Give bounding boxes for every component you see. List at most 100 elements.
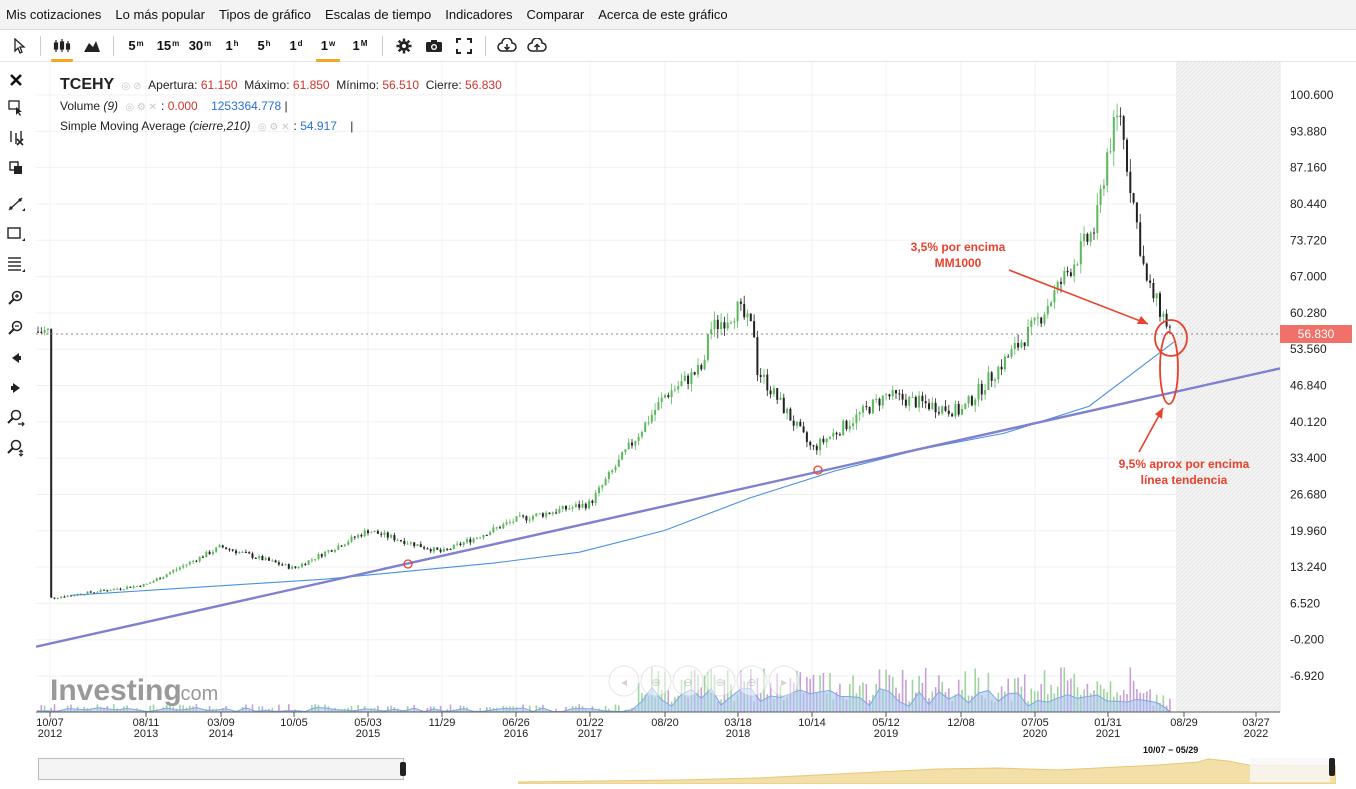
candle-body <box>492 527 495 533</box>
candle-body <box>320 554 323 557</box>
volume-bar <box>1050 684 1052 712</box>
menu-item[interactable]: Escalas de tiempo <box>325 7 432 22</box>
candle-body <box>337 545 340 550</box>
sma-value: 54.917 <box>300 119 337 133</box>
zoom-in-horizontal-icon[interactable] <box>6 408 26 428</box>
scroll-handle[interactable] <box>400 762 406 776</box>
eye-icon[interactable]: ◎ ⊘ <box>121 81 142 92</box>
volume-bar <box>924 667 927 712</box>
candle-body <box>56 597 59 599</box>
candle-body <box>1168 326 1171 328</box>
timeframe-button[interactable]: 30 m <box>184 32 216 60</box>
trend-line-tool-icon[interactable] <box>6 194 26 214</box>
eye-icon[interactable]: ◎ ⚙ ✕ <box>125 102 158 113</box>
candle-body <box>739 301 742 304</box>
menu-bar: Mis cotizaciones Lo más popular Tipos de g… <box>0 0 1356 30</box>
camera-icon[interactable] <box>419 32 449 60</box>
volume-bar <box>1070 678 1072 712</box>
remove-drawings-icon[interactable] <box>6 128 26 148</box>
fullscreen-icon[interactable] <box>449 32 479 60</box>
volume-bar <box>479 708 481 712</box>
volume-bar <box>1073 673 1075 712</box>
navigator-mini-chart[interactable] <box>518 756 1336 784</box>
candle-body <box>393 535 396 541</box>
menu-item[interactable]: Mis cotizaciones <box>6 7 102 22</box>
cloud-download-icon[interactable] <box>492 32 522 60</box>
candle-body <box>723 322 726 329</box>
scroll-left-icon[interactable] <box>6 348 26 368</box>
clone-icon[interactable] <box>6 158 26 178</box>
candle-body <box>218 545 221 548</box>
candle-body <box>1106 152 1109 186</box>
candle-body <box>944 406 947 411</box>
candle-body <box>838 434 841 436</box>
candle-body <box>601 485 604 488</box>
candle-body <box>980 383 983 395</box>
candle-body <box>254 557 257 559</box>
rectangle-tool-icon[interactable] <box>6 224 26 244</box>
navigator: 10/07 − 05/29 <box>0 742 1356 789</box>
timeframe-button[interactable]: 15 m <box>152 32 184 60</box>
candle-body <box>307 560 310 565</box>
zoom-out-vertical-icon[interactable] <box>6 438 26 458</box>
candle-body <box>1010 348 1013 357</box>
menu-item[interactable]: Lo más popular <box>115 7 205 22</box>
candle-body <box>485 534 488 536</box>
timeframe-number: 1 <box>289 38 297 53</box>
chart-nav-buttons[interactable]: ◂ ⊕ ⊖ ⊕ ⊖ ▸ <box>608 665 800 697</box>
price-chart[interactable]: 3,5% por encima MM1000 9,5% aprox por en… <box>35 62 1356 742</box>
close-icon[interactable] <box>6 70 26 90</box>
scroll-handle[interactable] <box>1329 758 1335 776</box>
price-axis: 100.600 93.880 87.160 80.440 73.720 67.000 60.… <box>1290 88 1334 683</box>
price-tick-label: 6.520 <box>1290 596 1320 610</box>
settings-icon[interactable] <box>389 32 419 60</box>
candle-body <box>528 519 531 521</box>
candle-body <box>911 396 914 398</box>
candle-body <box>50 328 53 598</box>
zoom-in-icon[interactable] <box>6 288 26 308</box>
watermark-brand: Investing <box>50 674 182 707</box>
eye-icon[interactable]: ◎ ⚙ ✕ <box>257 122 290 133</box>
menu-item[interactable]: Tipos de gráfico <box>219 7 312 22</box>
zoom-out-icon[interactable] <box>6 318 26 338</box>
chart-area[interactable]: 3,5% por encima MM1000 9,5% aprox por en… <box>35 62 1356 742</box>
trendline[interactable] <box>35 367 1281 648</box>
time-tick-label: 08/29 <box>1170 717 1198 729</box>
candle-body <box>535 513 538 517</box>
candles-chart-icon[interactable] <box>47 32 77 62</box>
menu-item[interactable]: Indicadores <box>445 7 513 22</box>
menu-item[interactable]: Acerca de este gráfico <box>598 7 728 22</box>
candle-body <box>614 466 617 471</box>
candle-body <box>680 381 683 387</box>
select-area-icon[interactable] <box>6 98 26 118</box>
navigator-scrollbar[interactable] <box>38 758 406 780</box>
timeframe-unit: h <box>265 39 271 48</box>
candle-body <box>228 549 231 551</box>
candle-body <box>947 410 950 414</box>
candle-body <box>749 313 752 322</box>
cloud-upload-icon[interactable] <box>522 32 552 60</box>
candle-body <box>324 551 327 557</box>
candle-body <box>908 396 911 406</box>
fibonacci-tool-icon[interactable] <box>6 254 26 274</box>
volume-bar <box>261 706 264 712</box>
scroll-right-icon[interactable] <box>6 378 26 398</box>
candle-body <box>330 550 333 552</box>
candle-body <box>116 588 119 590</box>
cursor-icon[interactable] <box>4 32 34 60</box>
area-chart-icon[interactable] <box>77 32 107 60</box>
timeframe-number: 1 <box>320 38 328 53</box>
menu-item[interactable]: Comparar <box>526 7 585 22</box>
volume-bar <box>964 671 967 712</box>
candle-body <box>706 334 709 360</box>
volume-bar <box>149 705 151 712</box>
price-tick-label: 46.840 <box>1290 379 1327 393</box>
candle-body <box>713 319 716 330</box>
candle-body <box>967 396 970 404</box>
